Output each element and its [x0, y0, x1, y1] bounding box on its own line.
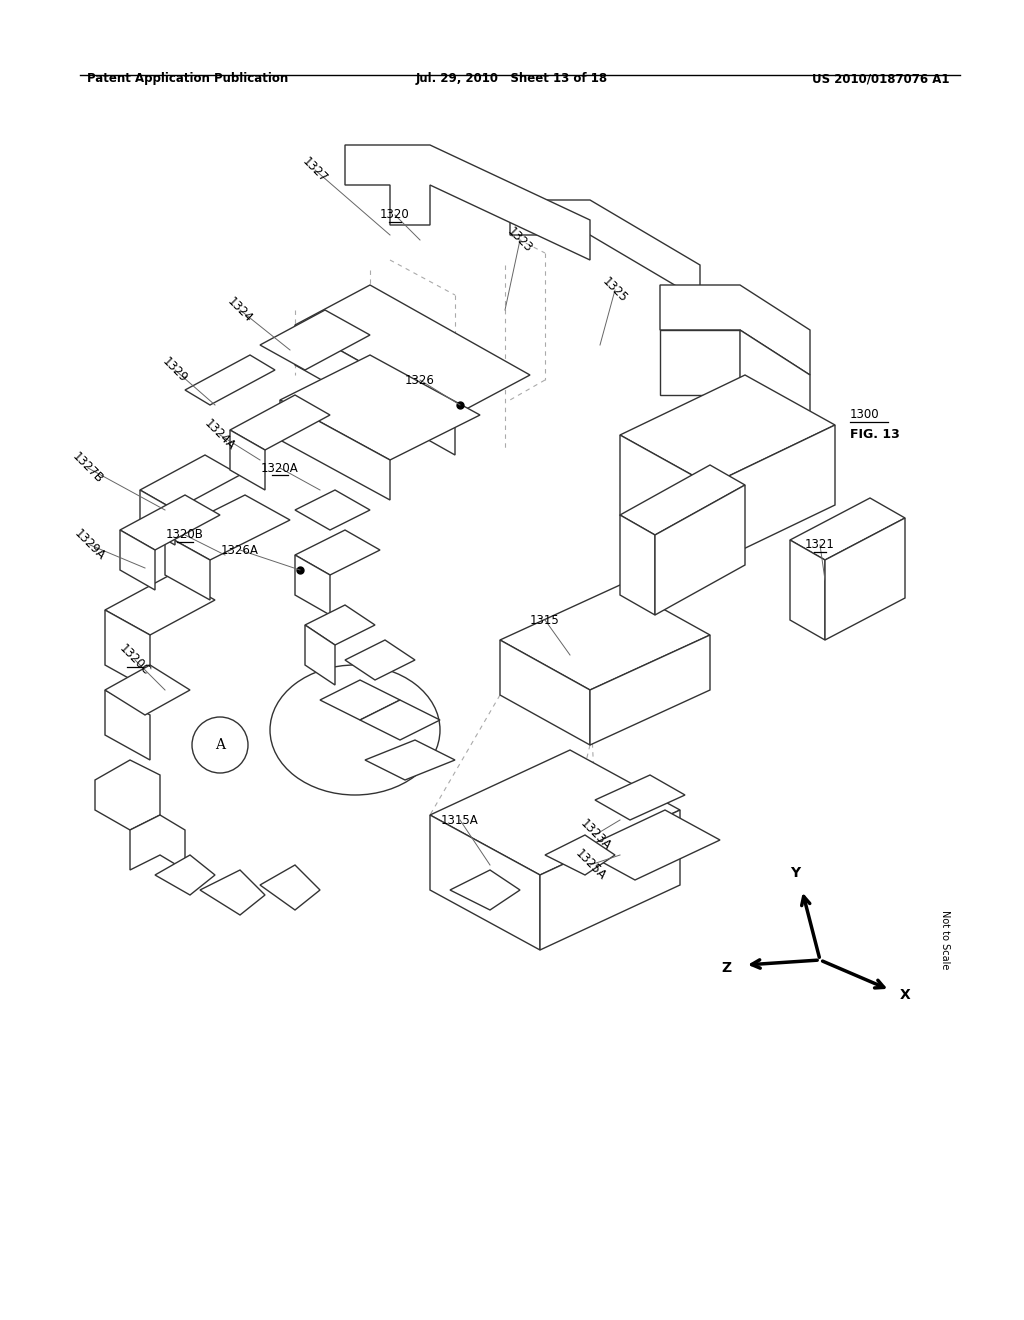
Text: 1326A: 1326A	[221, 544, 259, 557]
Polygon shape	[120, 531, 155, 590]
Text: X: X	[900, 987, 910, 1002]
Polygon shape	[345, 640, 415, 680]
Text: 1320A: 1320A	[261, 462, 299, 474]
Polygon shape	[295, 531, 380, 576]
Polygon shape	[790, 498, 905, 560]
Polygon shape	[105, 690, 150, 760]
Text: Not to Scale: Not to Scale	[940, 911, 950, 970]
Polygon shape	[710, 425, 835, 565]
Polygon shape	[165, 535, 210, 601]
Polygon shape	[510, 201, 700, 300]
Polygon shape	[295, 554, 330, 615]
Polygon shape	[295, 325, 455, 455]
Polygon shape	[740, 330, 810, 440]
Polygon shape	[185, 355, 275, 405]
Polygon shape	[260, 310, 370, 370]
Polygon shape	[345, 145, 590, 260]
Polygon shape	[430, 750, 680, 875]
Polygon shape	[580, 810, 720, 880]
Polygon shape	[620, 465, 745, 535]
Polygon shape	[230, 430, 265, 490]
Text: 1323: 1323	[505, 224, 536, 255]
Polygon shape	[120, 495, 220, 550]
Text: Jul. 29, 2010   Sheet 13 of 18: Jul. 29, 2010 Sheet 13 of 18	[416, 73, 608, 84]
Polygon shape	[500, 640, 590, 744]
Polygon shape	[140, 490, 175, 545]
Polygon shape	[200, 870, 265, 915]
Polygon shape	[295, 285, 530, 414]
Polygon shape	[790, 540, 825, 640]
Text: Z: Z	[722, 961, 732, 975]
Polygon shape	[620, 515, 655, 615]
Polygon shape	[540, 810, 680, 950]
Text: 1327B: 1327B	[70, 450, 106, 486]
Text: 1321: 1321	[805, 539, 835, 552]
Polygon shape	[165, 495, 290, 560]
Text: 1324: 1324	[225, 294, 255, 325]
Polygon shape	[500, 585, 710, 690]
Polygon shape	[450, 870, 520, 909]
Text: Patent Application Publication: Patent Application Publication	[87, 73, 288, 84]
Text: 1323A: 1323A	[578, 817, 613, 853]
Polygon shape	[295, 490, 370, 531]
Polygon shape	[655, 484, 745, 615]
Polygon shape	[360, 700, 440, 741]
Polygon shape	[280, 355, 480, 459]
Text: 1325A: 1325A	[572, 847, 608, 883]
Polygon shape	[105, 610, 150, 690]
Text: A: A	[215, 738, 225, 752]
Polygon shape	[365, 741, 455, 780]
Polygon shape	[620, 436, 710, 565]
Text: 1320: 1320	[380, 209, 410, 222]
Polygon shape	[140, 455, 240, 510]
Polygon shape	[105, 576, 215, 635]
Polygon shape	[305, 605, 375, 645]
Text: Y: Y	[790, 866, 800, 880]
Polygon shape	[660, 330, 740, 395]
Polygon shape	[620, 375, 835, 484]
Text: 1320B: 1320B	[166, 528, 204, 541]
Polygon shape	[95, 760, 160, 830]
Text: 1329: 1329	[160, 355, 190, 385]
Polygon shape	[825, 517, 905, 640]
Text: 1325: 1325	[600, 275, 630, 305]
Polygon shape	[155, 855, 215, 895]
Text: 1320C: 1320C	[117, 642, 153, 678]
Text: 1315A: 1315A	[441, 813, 479, 826]
Text: 1327: 1327	[300, 154, 330, 185]
Polygon shape	[660, 285, 810, 375]
Polygon shape	[545, 836, 615, 875]
Text: 1300: 1300	[850, 408, 880, 421]
Polygon shape	[230, 395, 330, 450]
Text: 1329A: 1329A	[72, 527, 108, 564]
Text: 1315: 1315	[530, 614, 560, 627]
Text: 1324A: 1324A	[202, 417, 238, 453]
Text: 1326: 1326	[406, 374, 435, 387]
Polygon shape	[280, 400, 390, 500]
Polygon shape	[590, 635, 710, 744]
Polygon shape	[130, 814, 185, 870]
Text: FIG. 13: FIG. 13	[850, 429, 900, 441]
Polygon shape	[305, 624, 335, 685]
Polygon shape	[430, 814, 540, 950]
Text: US 2010/0187076 A1: US 2010/0187076 A1	[812, 73, 950, 84]
Polygon shape	[595, 775, 685, 820]
Polygon shape	[260, 865, 319, 909]
Polygon shape	[105, 665, 190, 715]
Polygon shape	[319, 680, 400, 719]
